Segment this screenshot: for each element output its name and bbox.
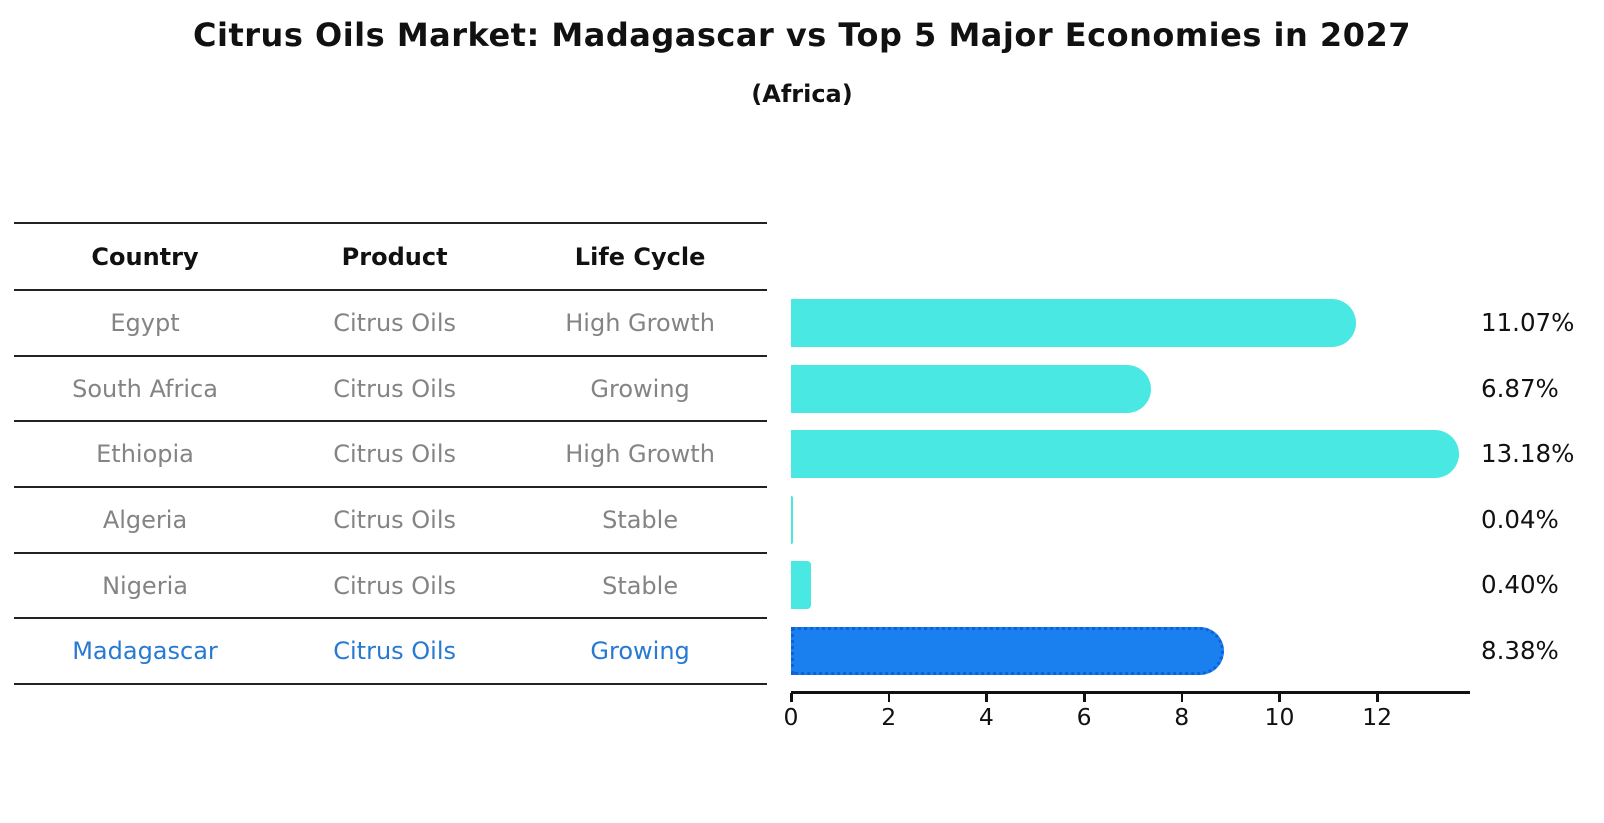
table-header-life-cycle: Life Cycle xyxy=(574,242,706,271)
value-label-egypt: 11.07% xyxy=(1481,308,1575,337)
table-cell-country: Ethiopia xyxy=(96,440,194,469)
table-cell-product: Citrus Oils xyxy=(333,571,457,600)
table-cell-life-cycle: High Growth xyxy=(565,440,715,469)
x-axis-tick-label-0: 0 xyxy=(783,703,799,731)
table-row-madagascar: Madagascar Citrus Oils Growing xyxy=(14,617,767,683)
value-label-ethiopia: 13.18% xyxy=(1481,439,1575,469)
x-axis-tick-label-8: 8 xyxy=(1174,703,1190,731)
table-cell-country: South Africa xyxy=(72,374,218,403)
x-axis-tick-label-12: 12 xyxy=(1362,703,1393,731)
bar-algeria xyxy=(791,495,793,544)
table-header-country: Country xyxy=(91,242,199,271)
table-cell-life-cycle: Stable xyxy=(602,505,679,534)
table-row-ethiopia: Ethiopia Citrus Oils High Growth xyxy=(14,420,767,486)
x-axis-line xyxy=(791,691,1470,694)
table-cell-life-cycle: Growing xyxy=(590,637,690,666)
bar-egypt xyxy=(791,299,1356,347)
value-label-nigeria: 0.40% xyxy=(1481,570,1559,600)
table-cell-country: Nigeria xyxy=(102,571,188,600)
table-cell-product: Citrus Oils xyxy=(333,308,457,337)
table-row-egypt: Egypt Citrus Oils High Growth xyxy=(14,289,767,355)
x-axis-tick-2 xyxy=(887,693,891,702)
table-cell-product: Citrus Oils xyxy=(333,374,457,403)
bar-nigeria xyxy=(791,561,811,610)
table-cell-country: Egypt xyxy=(110,308,180,337)
table-row-south-africa: South Africa Citrus Oils Growing xyxy=(14,354,767,421)
value-label-south-africa: 6.87% xyxy=(1481,373,1559,403)
table-header-product: Product xyxy=(341,242,448,271)
x-axis-tick-4 xyxy=(985,693,988,702)
table-row-algeria: Algeria Citrus Oils Stable xyxy=(14,486,767,552)
x-axis-tick-label-10: 10 xyxy=(1264,703,1295,731)
table-cell-product: Citrus Oils xyxy=(333,505,457,534)
table-cell-life-cycle: Growing xyxy=(590,374,690,403)
table-header-row: Country Product Life Cycle xyxy=(14,222,767,289)
chart-subtitle: (Africa) xyxy=(751,80,853,108)
country-table: Country Product Life Cycle Egypt Citrus … xyxy=(14,222,767,686)
x-axis-tick-8 xyxy=(1180,693,1184,702)
chart-title: Citrus Oils Market: Madagascar vs Top 5 … xyxy=(193,16,1411,54)
table-cell-product: Citrus Oils xyxy=(333,637,457,666)
value-label-madagascar: 8.38% xyxy=(1481,636,1559,665)
x-axis-tick-label-6: 6 xyxy=(1076,703,1092,731)
x-axis-tick-12 xyxy=(1376,693,1379,702)
table-cell-country: Algeria xyxy=(102,505,188,534)
table-row-nigeria: Nigeria Citrus Oils Stable xyxy=(14,551,767,618)
table-cell-country: Madagascar xyxy=(72,637,218,666)
x-axis-tick-0 xyxy=(790,693,793,702)
x-axis-tick-label-4: 4 xyxy=(978,703,994,731)
table-cell-life-cycle: High Growth xyxy=(565,308,715,337)
value-label-algeria: 0.04% xyxy=(1481,504,1559,534)
x-axis-tick-label-2: 2 xyxy=(881,703,897,731)
bar-south-africa xyxy=(791,364,1151,413)
x-axis-tick-10 xyxy=(1278,693,1281,702)
bar-ethiopia xyxy=(791,430,1459,479)
bar-madagascar xyxy=(791,627,1225,675)
x-axis-tick-6 xyxy=(1083,693,1086,702)
table-cell-product: Citrus Oils xyxy=(333,440,457,469)
table-cell-life-cycle: Stable xyxy=(602,571,679,600)
